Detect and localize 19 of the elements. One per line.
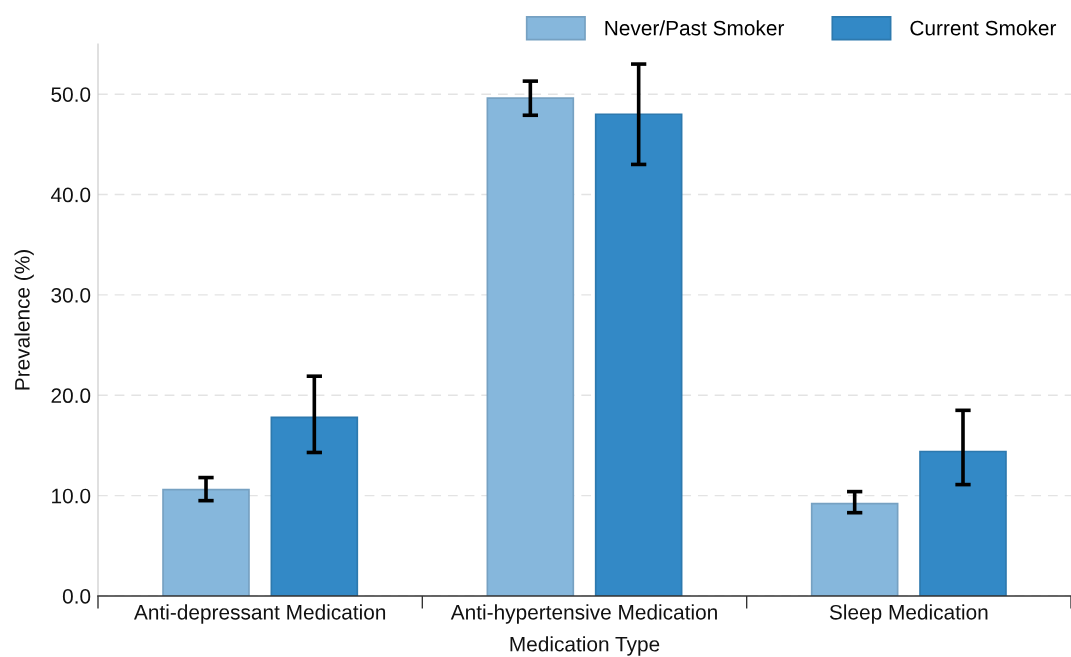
bar <box>270 416 359 596</box>
bar <box>162 488 250 596</box>
x-tick-label: Anti-depressant Medication <box>133 604 386 624</box>
y-tick-label: 30.0 <box>51 287 91 303</box>
x-tick-label: Sleep Medication <box>829 604 988 624</box>
bar <box>594 113 683 596</box>
y-tick-label: 0.0 <box>62 589 91 604</box>
y-tick-label: 10.0 <box>52 488 91 504</box>
legend-label: Never/Past Smoker <box>605 20 785 36</box>
y-tick-label: 40.0 <box>50 187 91 203</box>
x-tick-label: Anti-hypertensive Medication <box>450 604 717 624</box>
x-axis-title: Medication Type <box>510 636 660 656</box>
y-tick-label: 50.0 <box>51 87 91 102</box>
bar <box>486 97 575 596</box>
bar <box>919 450 1007 596</box>
y-tick-label: 20.0 <box>51 388 91 404</box>
bar <box>810 502 899 596</box>
legend-label: Current Smoker <box>910 20 1057 36</box>
y-axis-title: Prevalence (%) <box>14 250 34 390</box>
